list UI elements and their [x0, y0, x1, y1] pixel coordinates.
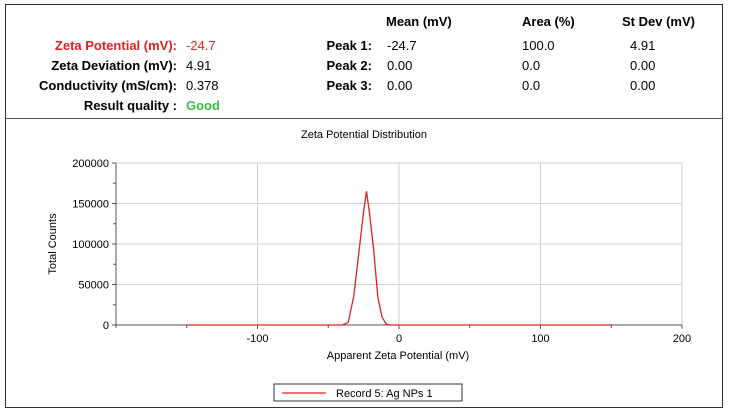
peak-2-label: Peak 2:: [326, 58, 372, 73]
peak-3-area: 0.0: [522, 78, 541, 93]
zeta-potential-chart: Zeta Potential Distribution -100 0 100 200 …: [47, 129, 691, 402]
chart-series: [186, 191, 612, 326]
peak-3-mean: 0.00: [387, 78, 413, 93]
x-tick-label: -100: [246, 333, 268, 345]
peak-2-mean: 0.00: [387, 58, 413, 73]
legend-label: Record 5: Ag NPs 1: [336, 388, 433, 400]
x-tick-label: 100: [531, 333, 549, 345]
chart-legend: Record 5: Ag NPs 1: [273, 383, 463, 402]
y-tick-label: 0: [103, 320, 109, 332]
x-axis-label: Apparent Zeta Potential (mV): [327, 350, 469, 362]
x-axis-ticks: -100 0 100 200: [115, 325, 691, 345]
zeta-potential-label: Zeta Potential (mV):: [54, 38, 177, 53]
peak-1-area: 100.0: [522, 38, 555, 53]
peak-3-label: Peak 3:: [326, 78, 372, 93]
legend-box: [273, 383, 463, 402]
peak-1-stdev: 4.91: [630, 38, 656, 53]
chart-title: Zeta Potential Distribution: [301, 129, 427, 141]
peak-1-mean: -24.7: [387, 38, 417, 53]
report-frame: Mean (mV) Area (%) St Dev (mV) Zeta Pote…: [5, 4, 723, 408]
stdev-header: St Dev (mV): [622, 14, 695, 29]
peak-2-stdev: 0.00: [630, 58, 656, 73]
y-axis-ticks: 0 50000 100000 150000 200000: [72, 158, 116, 332]
zeta-deviation-label: Zeta Deviation (mV):: [51, 58, 177, 73]
peak-2-area: 0.0: [522, 58, 541, 73]
y-tick-label: 50000: [78, 280, 109, 292]
area-header: Area (%): [522, 14, 575, 29]
peak-3-stdev: 0.00: [630, 78, 656, 93]
result-quality-value: Good: [186, 98, 220, 113]
chart-grid: [116, 162, 683, 325]
y-axis-label: Total Counts: [47, 213, 59, 275]
y-tick-label: 100000: [72, 239, 109, 251]
result-quality-label: Result quality :: [83, 98, 177, 113]
zeta-potential-value: -24.7: [186, 38, 216, 53]
x-tick-label: 0: [396, 333, 402, 345]
y-tick-label: 200000: [72, 158, 109, 170]
conductivity-label: Conductivity (mS/cm):: [39, 78, 177, 93]
zeta-deviation-value: 4.91: [186, 58, 212, 73]
mean-header: Mean (mV): [386, 14, 452, 29]
results-summary: Mean (mV) Area (%) St Dev (mV) Zeta Pote…: [6, 5, 722, 119]
series-line: [186, 191, 612, 326]
x-tick-label: 200: [673, 333, 691, 345]
y-tick-label: 150000: [72, 199, 109, 211]
conductivity-value: 0.378: [186, 78, 219, 93]
peak-1-label: Peak 1:: [326, 38, 372, 53]
